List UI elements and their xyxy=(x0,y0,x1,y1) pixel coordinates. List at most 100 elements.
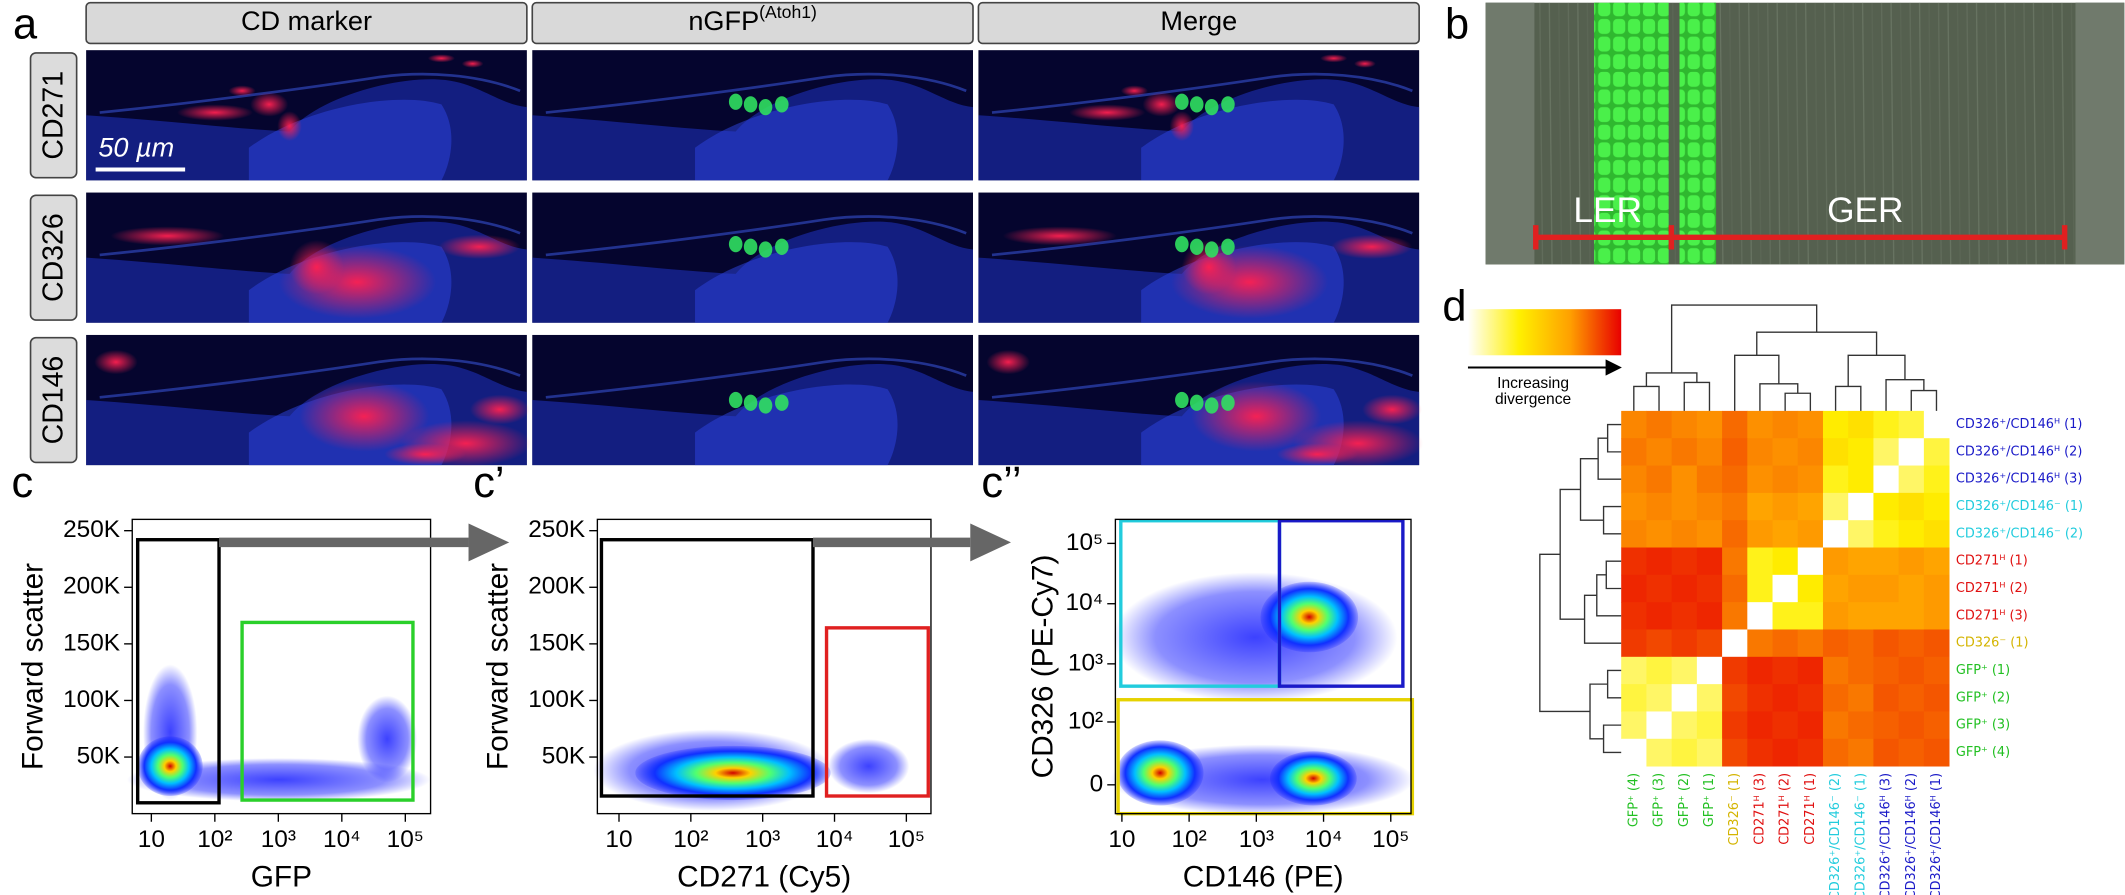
heatmap-cell xyxy=(1722,602,1748,630)
heatmap-cell xyxy=(1772,547,1799,576)
texture xyxy=(1672,2,1677,265)
density-cloud xyxy=(1112,572,1398,703)
heatmap-cell xyxy=(1898,520,1925,548)
y-tick-label: 150K xyxy=(528,629,585,656)
heatmap-cell xyxy=(1848,738,1874,767)
heatmap-cell xyxy=(1646,410,1673,439)
dendrogram xyxy=(1605,560,1622,590)
texture xyxy=(1586,2,1591,265)
column-header: CD marker xyxy=(241,5,372,36)
y-tick-label: 10³ xyxy=(1068,649,1103,676)
texture xyxy=(1738,2,1743,265)
heatmap-cell xyxy=(1671,738,1698,767)
red-stain xyxy=(1276,443,1359,466)
heatmap-cell xyxy=(1671,465,1698,494)
density-cloud xyxy=(1116,740,1204,806)
heatmap-cell xyxy=(1722,684,1748,712)
column-label: CD326⁻ (1) xyxy=(1727,773,1742,846)
dendrogram xyxy=(1602,505,1622,535)
heatmap-cell xyxy=(1621,438,1647,466)
heatmap-cell xyxy=(1772,492,1799,521)
heatmap-cell xyxy=(1722,547,1748,576)
heatmap-cell xyxy=(1898,410,1925,439)
texture xyxy=(1567,2,1572,265)
red-stain xyxy=(277,111,302,142)
region-label: LER xyxy=(1573,191,1642,230)
heatmap-cell xyxy=(1722,629,1748,658)
density-cloud xyxy=(1269,751,1357,806)
gate-arrow-head xyxy=(970,523,1011,562)
heatmap-cell xyxy=(1873,574,1900,603)
row-label-box xyxy=(29,52,78,179)
row-label: GFP⁺ (2) xyxy=(1956,690,2010,705)
texture xyxy=(2013,2,2018,265)
y-tick-label: 250K xyxy=(528,516,585,543)
heatmap-cell xyxy=(1747,711,1773,740)
heatmap-cell xyxy=(1797,547,1824,576)
texture xyxy=(1994,2,1999,265)
texture xyxy=(1747,2,1753,265)
heatmap-cell xyxy=(1747,629,1773,658)
heatmap-cell xyxy=(1822,629,1849,658)
heatmap-cell xyxy=(1873,711,1900,740)
heatmap-cell xyxy=(1822,711,1849,740)
heatmap-cell xyxy=(1797,492,1824,521)
heatmap-cell xyxy=(1873,629,1900,658)
red-stain xyxy=(1354,59,1376,68)
heatmap-cell xyxy=(1722,574,1748,603)
dendrogram xyxy=(1834,385,1862,411)
heatmap-cell xyxy=(1898,738,1925,767)
header-text: nGFP xyxy=(688,5,759,36)
dendrogram xyxy=(1670,304,1818,373)
green-nucleus xyxy=(1204,241,1219,258)
heatmap-cell xyxy=(1696,711,1723,740)
heatmap-cell xyxy=(1722,410,1748,439)
legend-text: divergence xyxy=(1495,391,1571,408)
texture xyxy=(1558,2,1563,265)
density-cloud xyxy=(126,758,431,802)
row-label: CD271 xyxy=(37,71,69,160)
heatmap-cell xyxy=(1848,520,1874,548)
dendrogram xyxy=(1597,437,1622,480)
dendrogram xyxy=(1633,385,1660,411)
heatmap-cell xyxy=(1696,602,1723,630)
header-superscript: (Atoh1) xyxy=(759,2,817,22)
tissue-core xyxy=(695,242,898,323)
heatmap-cell xyxy=(1772,738,1799,767)
heatmap-cell xyxy=(1747,602,1773,630)
membrane xyxy=(99,357,521,399)
texture xyxy=(1852,2,1857,265)
texture xyxy=(1871,2,1876,265)
heatmap-cell xyxy=(1797,602,1824,630)
red-stain xyxy=(461,59,484,68)
green-nucleus xyxy=(1221,96,1235,113)
dendrogram xyxy=(1579,458,1604,521)
gate xyxy=(1277,519,1405,688)
header-text: Merge xyxy=(1160,5,1237,36)
dendrogram xyxy=(1602,724,1622,754)
heatmap-cell xyxy=(1797,465,1824,494)
heatmap-cell xyxy=(1797,520,1824,548)
heatmap-cell xyxy=(1772,465,1799,494)
heatmap-cell xyxy=(1696,438,1723,466)
heatmap-cell xyxy=(1621,602,1647,630)
x-tick-label: 10⁵ xyxy=(888,826,925,853)
red-stain xyxy=(1002,226,1117,246)
heatmap-cell xyxy=(1722,465,1748,494)
x-tick-label: 10³ xyxy=(261,826,296,853)
texture xyxy=(2004,2,2009,265)
texture xyxy=(1890,2,1895,265)
heatmap-cell xyxy=(1621,629,1647,658)
heatmap-cell xyxy=(1848,547,1874,576)
texture xyxy=(1539,2,1544,265)
row-label: GFP⁺ (3) xyxy=(1956,718,2010,733)
heatmap-cell xyxy=(1772,520,1799,548)
row-label: GFP⁺ (4) xyxy=(1956,745,2010,760)
dendrogram xyxy=(1606,669,1622,699)
gate xyxy=(599,538,815,798)
heatmap-cell xyxy=(1822,465,1849,494)
heatmap-cell xyxy=(1696,738,1723,767)
dendrogram xyxy=(1606,423,1622,453)
heatmap-cell xyxy=(1621,711,1647,740)
